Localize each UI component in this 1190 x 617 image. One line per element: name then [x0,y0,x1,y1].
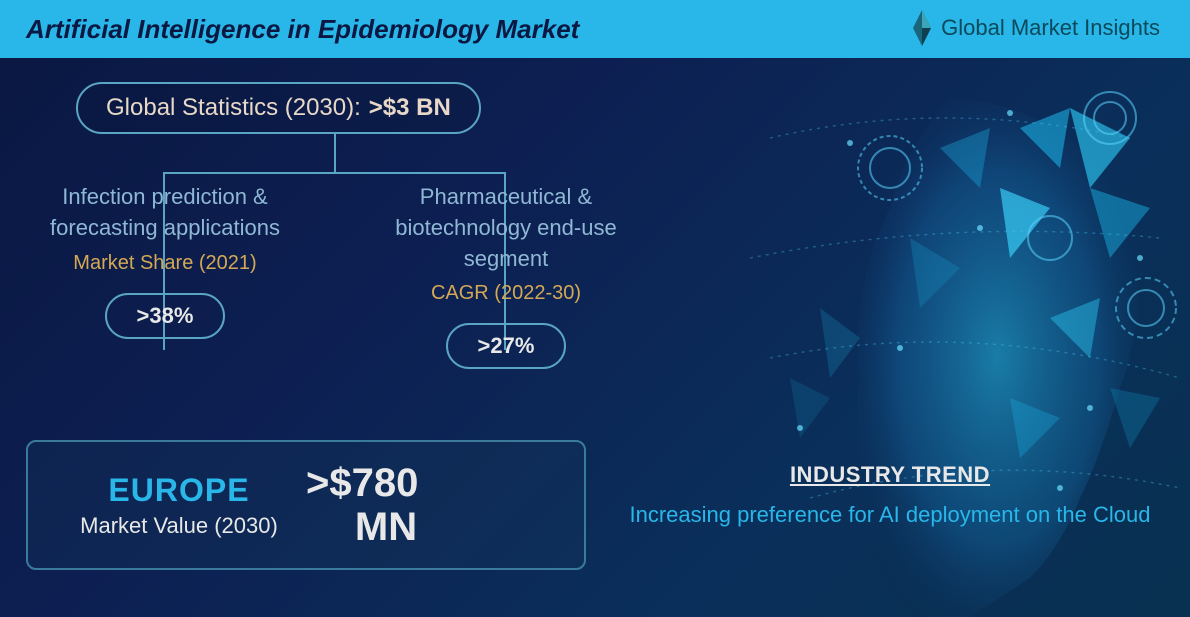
stat-value-pill: >27% [446,323,567,369]
europe-value-line2: MN [306,505,466,549]
europe-value-line1: >$780 [306,461,560,505]
europe-value: >$780 MN [306,461,560,549]
global-stats-label: Global Statistics (2030): [106,94,361,122]
europe-sublabel: Market Value (2030) [52,513,306,539]
stat-pharma-biotech: Pharmaceutical & biotechnology end-use s… [366,182,646,369]
main-content: Global Statistics (2030): >$3 BN Infecti… [0,58,1190,617]
stat-value-pill: >38% [105,293,226,339]
ai-head-decoration-icon [590,58,1190,617]
global-stats-pill: Global Statistics (2030): >$3 BN [76,82,481,134]
trend-text: Increasing preference for AI deployment … [620,498,1160,531]
header-bar: Artificial Intelligence in Epidemiology … [0,0,1190,58]
brand-logo: Global Market Insights [909,8,1160,48]
stat-title: Pharmaceutical & biotechnology end-use s… [366,182,646,274]
connector-line [163,172,505,174]
trend-title: INDUSTRY TREND [620,462,1160,488]
brand-name: Global Market Insights [941,15,1160,41]
industry-trend-box: INDUSTRY TREND Increasing preference for… [620,462,1160,531]
connector-line [334,134,336,172]
stat-infection-prediction: Infection prediction & forecasting appli… [25,182,305,339]
stat-sublabel: CAGR (2022-30) [366,282,646,305]
global-stats-value: >$3 BN [369,94,451,122]
page-title: Artificial Intelligence in Epidemiology … [26,14,579,45]
logo-diamond-icon [909,8,935,48]
stat-title: Infection prediction & forecasting appli… [25,182,305,244]
stat-sublabel: Market Share (2021) [25,252,305,275]
europe-title: EUROPE [52,472,306,509]
europe-market-box: EUROPE Market Value (2030) >$780 MN [26,440,586,570]
